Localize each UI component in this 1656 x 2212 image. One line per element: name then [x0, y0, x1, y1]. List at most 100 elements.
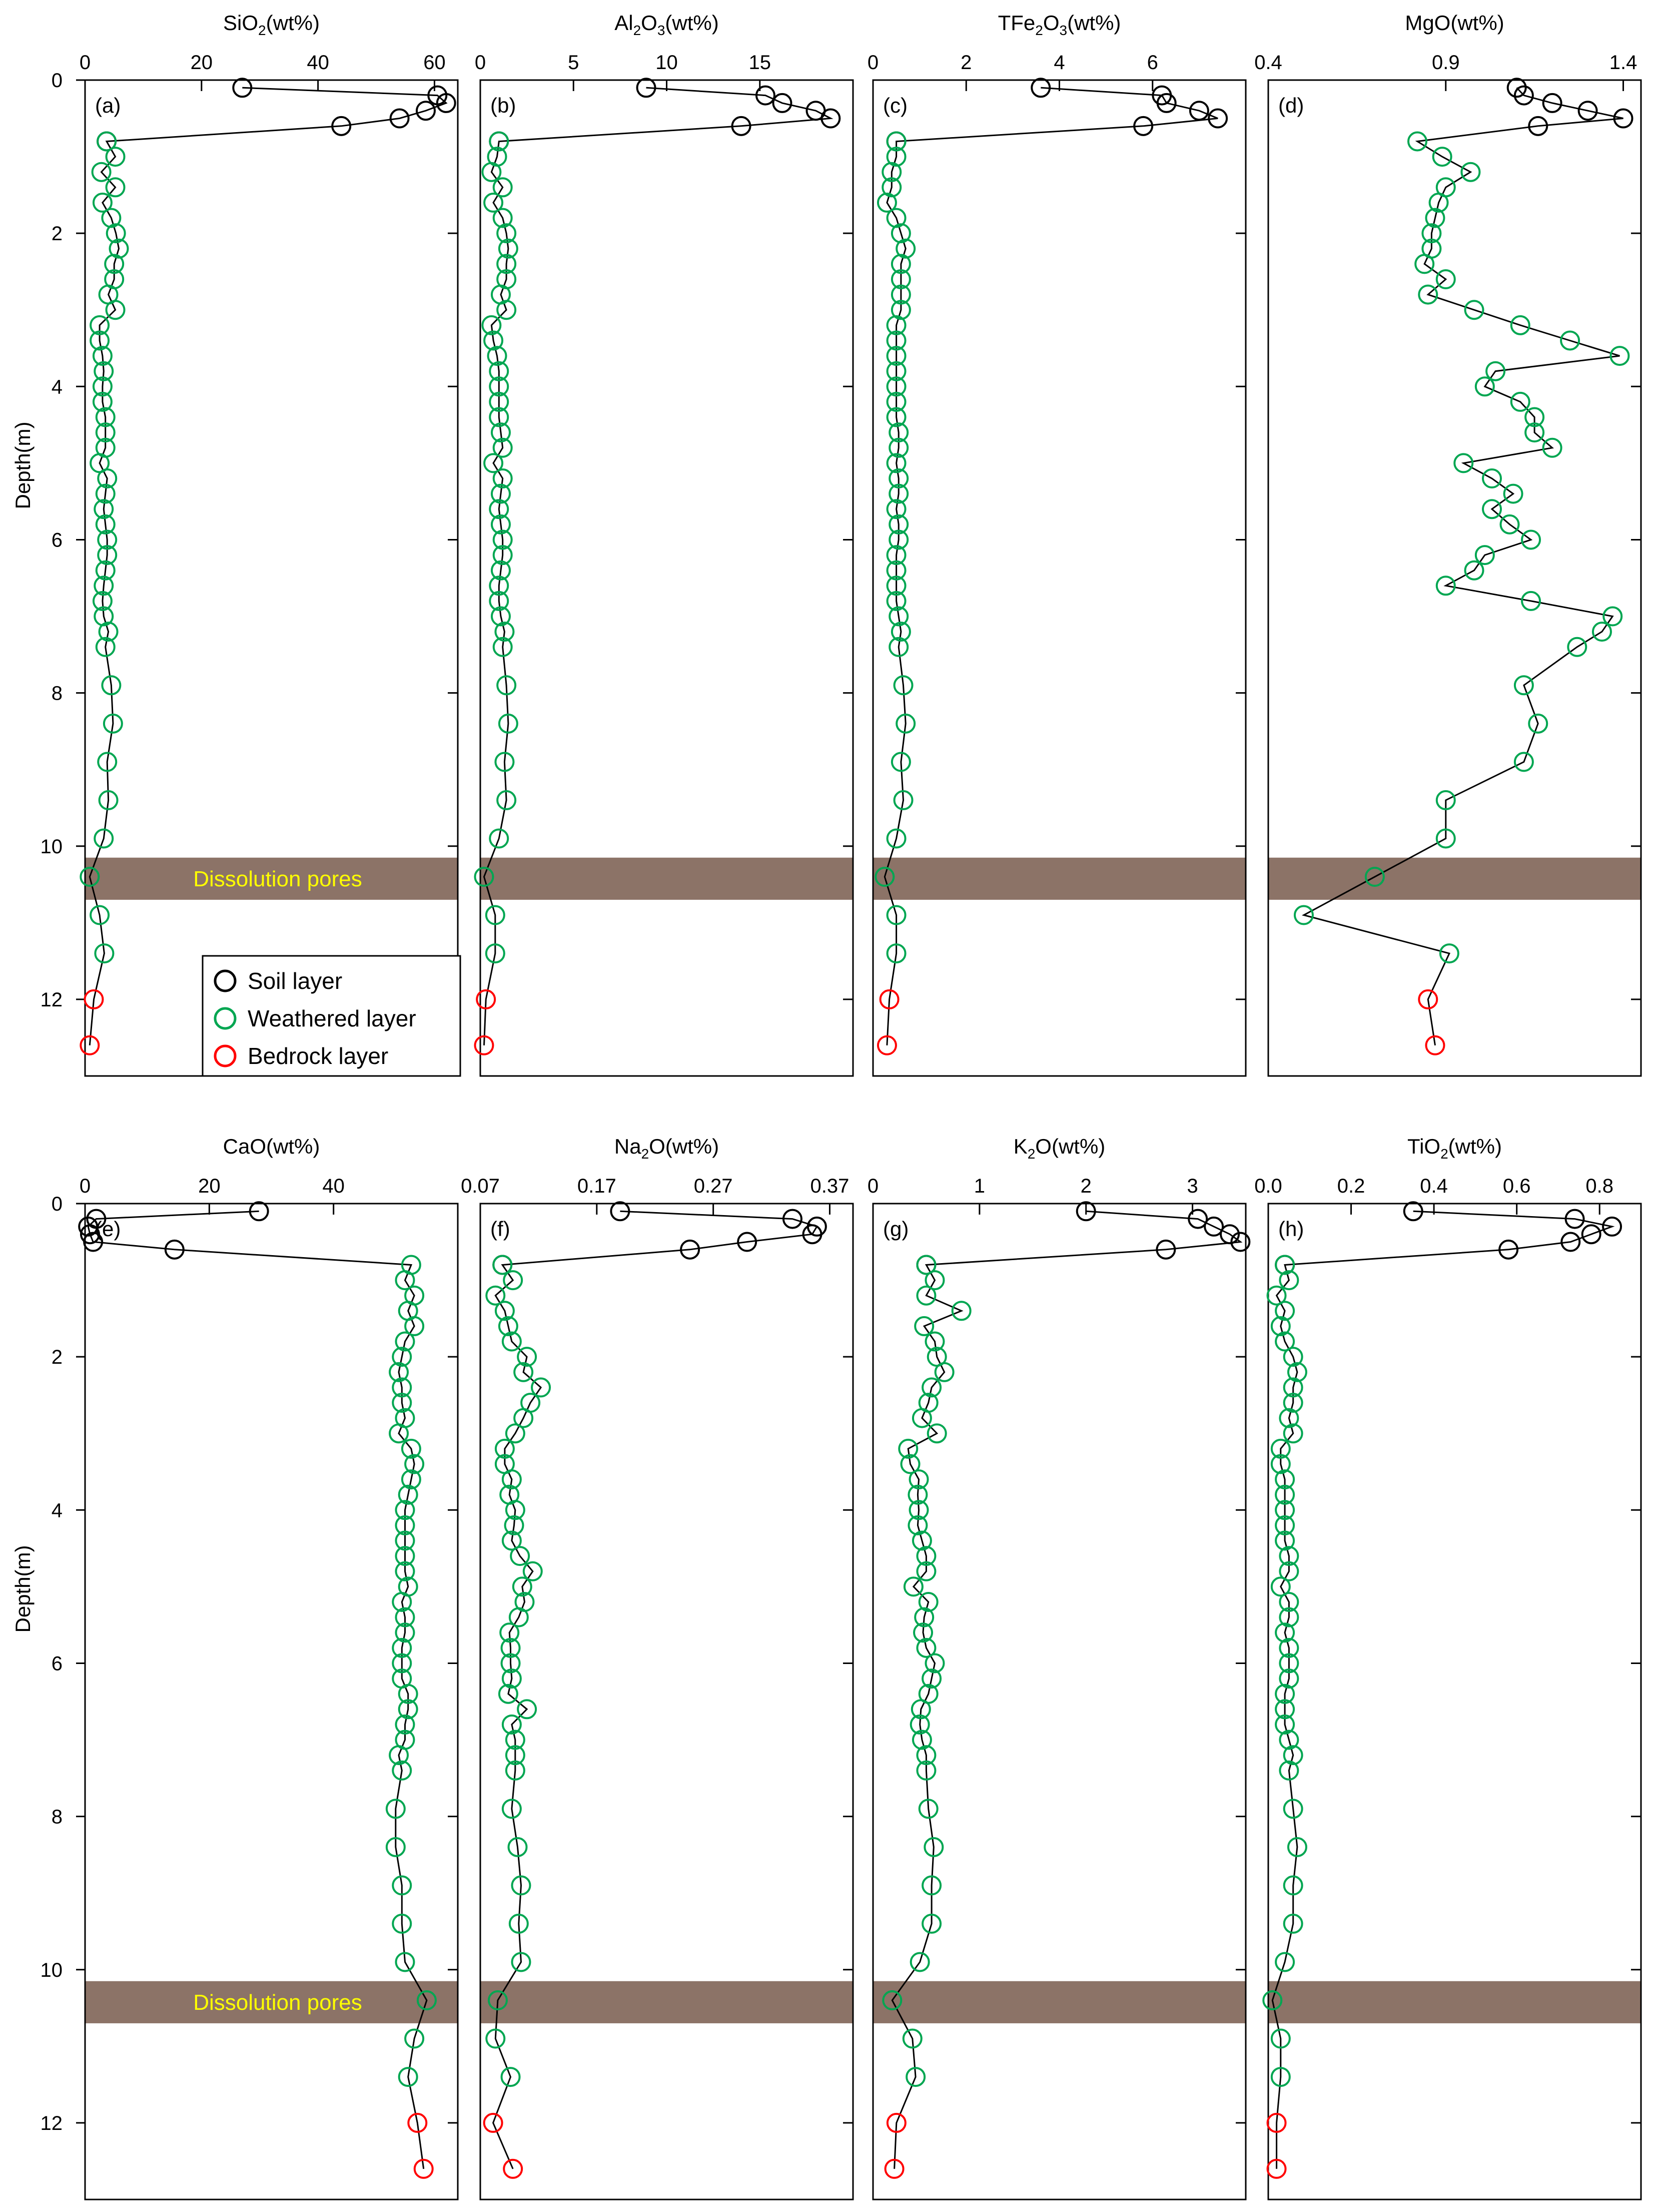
weathered-point	[1485, 361, 1506, 381]
weathered-point	[1283, 1875, 1303, 1896]
soil-point	[1581, 1224, 1601, 1245]
weathered-point	[1528, 713, 1548, 734]
dissolution-band	[1268, 1981, 1641, 2023]
weathered-point	[910, 1714, 930, 1735]
weathered-point	[893, 790, 914, 810]
weathered-point	[889, 637, 909, 657]
panel-letter: (g)	[883, 1217, 909, 1241]
x-tick-label: 20	[198, 1175, 221, 1197]
soil-point	[731, 116, 751, 136]
y-tick-label: 2	[52, 1346, 63, 1368]
weathered-point	[1283, 1393, 1303, 1413]
weathered-point	[1266, 1285, 1287, 1306]
x-tick-label: 20	[191, 52, 213, 74]
weathered-point	[886, 208, 907, 228]
soil-point	[772, 93, 792, 113]
soil-point	[1133, 116, 1154, 136]
panel-frame	[479, 79, 854, 1077]
weathered-point	[500, 1653, 521, 1674]
weathered-point	[918, 1799, 939, 1819]
legend-soil-marker	[214, 969, 237, 992]
weathered-point	[896, 238, 916, 259]
weathered-point	[925, 1331, 945, 1352]
x-tick-label: 0	[80, 52, 91, 74]
weathered-point	[1460, 162, 1481, 182]
weathered-point	[924, 1837, 944, 1857]
soil-point	[436, 93, 456, 113]
bedrock-point	[1425, 1035, 1445, 1055]
weathered-point	[508, 1913, 529, 1934]
weathered-point	[1270, 1454, 1291, 1474]
profile-line	[1301, 87, 1623, 1046]
weathered-point	[496, 790, 517, 810]
weathered-point	[385, 1837, 406, 1857]
weathered-point	[398, 1484, 418, 1505]
weathered-point	[1275, 1530, 1295, 1551]
soil-point	[1542, 93, 1562, 113]
weathered-point	[97, 545, 118, 566]
dissolution-band	[1268, 857, 1641, 900]
y-tick-label: 8	[52, 683, 63, 705]
weathered-point	[1482, 499, 1502, 519]
bedrock-point	[877, 1035, 897, 1055]
weathered-point	[1287, 1362, 1307, 1382]
x-tick-label: 0.07	[461, 1175, 500, 1197]
weathered-point	[97, 529, 118, 550]
weathered-point	[1439, 943, 1459, 964]
weathered-point	[886, 407, 907, 427]
weathered-point	[485, 943, 505, 964]
weathered-point	[90, 905, 110, 925]
weathered-point	[501, 1714, 522, 1735]
weathered-point	[1275, 1255, 1295, 1275]
x-tick-label: 0.2	[1337, 1175, 1365, 1197]
weathered-point	[97, 752, 118, 772]
weathered-point	[1283, 1913, 1303, 1934]
weathered-point	[1510, 315, 1530, 335]
weathered-point	[500, 1637, 521, 1658]
weathered-point	[106, 223, 126, 244]
dissolution-band	[480, 857, 853, 900]
x-tick-label: 0	[475, 52, 486, 74]
weathered-point	[395, 1952, 415, 1972]
weathered-point	[505, 1730, 525, 1750]
weathered-point	[916, 1745, 937, 1766]
profile-line	[891, 1210, 1243, 2169]
weathered-point	[95, 637, 116, 657]
weathered-point	[889, 422, 909, 443]
panel-frame	[1267, 1203, 1642, 2200]
weathered-point	[492, 177, 513, 198]
weathered-point	[1275, 1622, 1295, 1643]
weathered-point	[1435, 576, 1456, 596]
weathered-point	[1435, 269, 1456, 289]
title-text: K	[1014, 1135, 1028, 1158]
weathered-point	[507, 1837, 528, 1857]
x-tick-label: 2	[961, 52, 972, 74]
soil-point	[1156, 93, 1177, 113]
soil-point	[164, 1239, 185, 1260]
weathered-point	[501, 1469, 522, 1490]
weathered-point	[494, 622, 515, 642]
weathered-point	[474, 867, 494, 887]
bedrock-point	[1266, 2158, 1287, 2179]
weathered-point	[1474, 545, 1495, 566]
weathered-point	[893, 675, 914, 696]
weathered-point	[513, 1408, 534, 1428]
x-tick-label: 60	[423, 52, 446, 74]
y-tick-label: 8	[52, 1806, 63, 1828]
soil-point	[1613, 108, 1633, 129]
soil-point	[1513, 85, 1534, 106]
y-axis-label: Depth(m)	[11, 1545, 35, 1632]
legend-weathered-label: Weathered layer	[248, 1005, 416, 1031]
weathered-point	[483, 192, 504, 213]
profile-line	[1271, 1210, 1615, 2169]
weathered-point	[392, 1913, 412, 1934]
y-tick-label: 10	[41, 836, 63, 858]
weathered-point	[492, 468, 513, 488]
weathered-point	[392, 1653, 412, 1674]
weathered-point	[909, 1469, 929, 1490]
weathered-point	[912, 1730, 932, 1750]
weathered-point	[490, 483, 511, 504]
weathered-point	[886, 131, 907, 152]
